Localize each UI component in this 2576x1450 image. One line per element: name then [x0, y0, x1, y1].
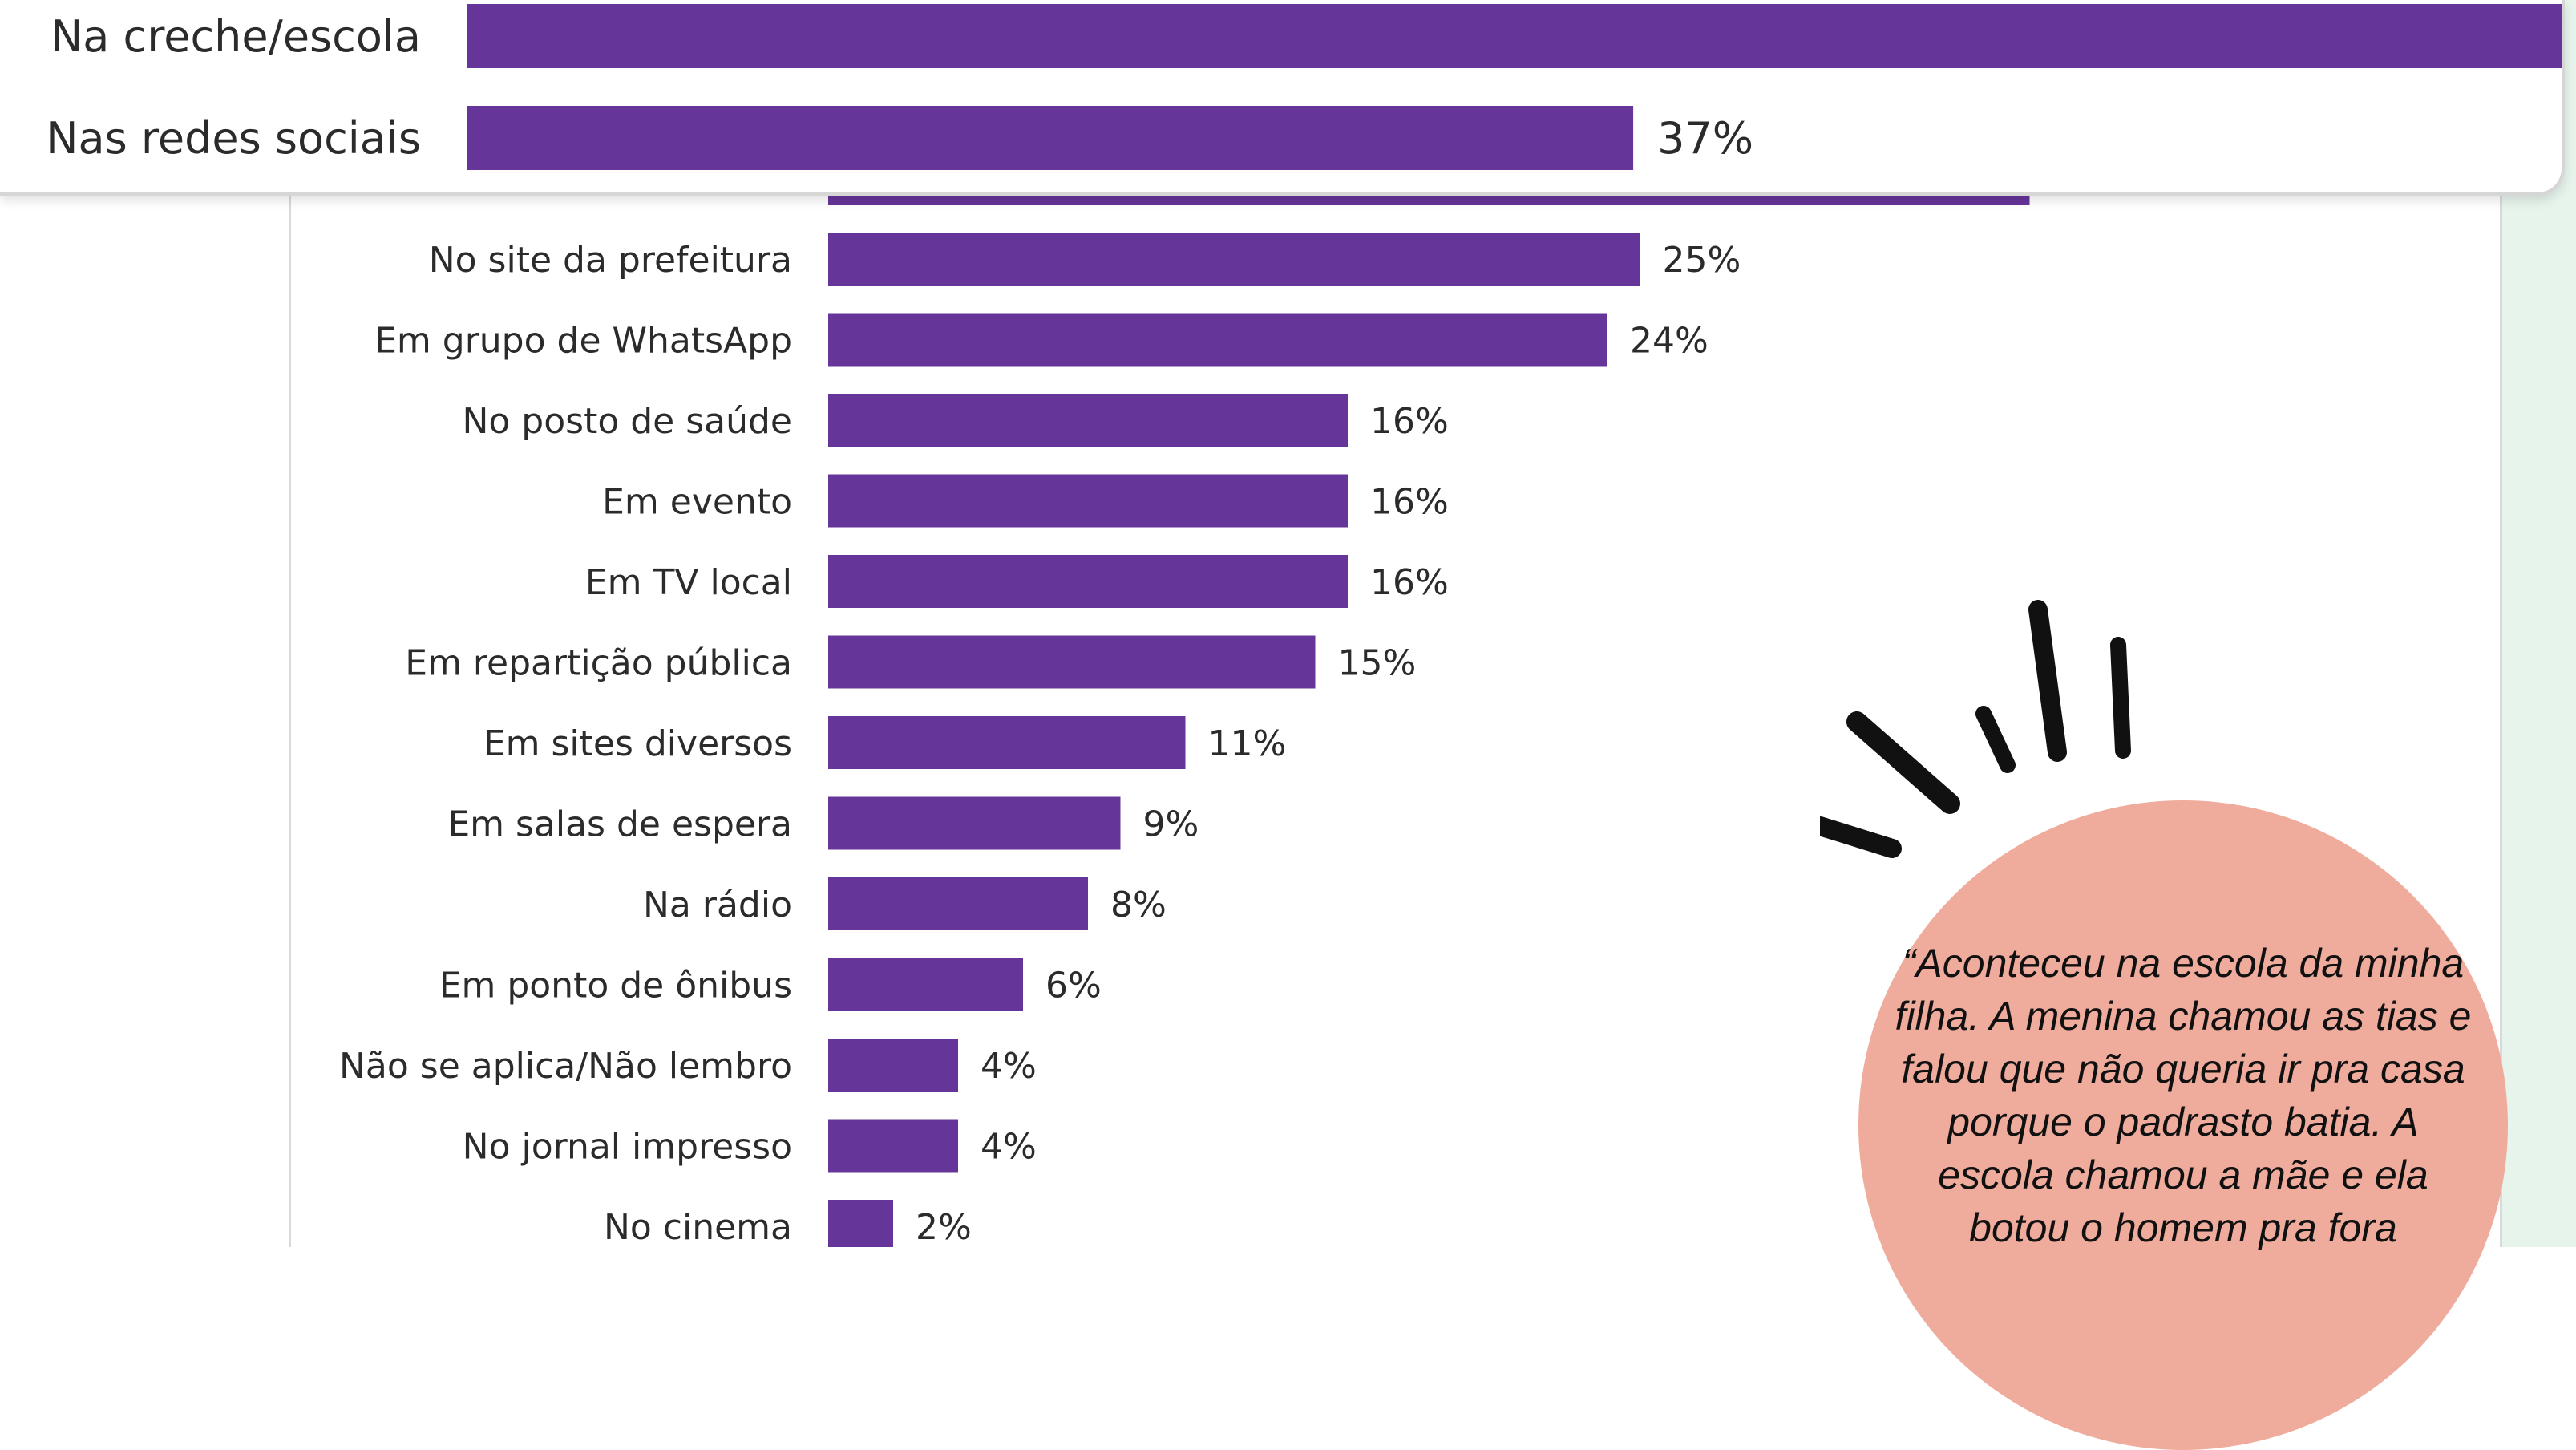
bar-no-posto-de-saude — [828, 394, 1348, 447]
category-label: No jornal impresso — [463, 1127, 792, 1168]
category-label: Em TV local — [585, 562, 792, 603]
bar-em-evento — [828, 474, 1348, 528]
bar-em-grupo-de-whatsapp — [828, 313, 1607, 367]
value-label: 16% — [1370, 482, 1449, 523]
category-label: Em salas de espera — [447, 804, 792, 845]
value-label: 8% — [1110, 885, 1167, 925]
side-color-strip — [2497, 0, 2576, 1247]
category-label: Não se aplica/Não lembro — [339, 1046, 792, 1087]
zoom-value-label: 37% — [1657, 113, 1753, 164]
category-label: Em ponto de ônibus — [439, 966, 792, 1006]
category-label: Em evento — [602, 482, 792, 523]
bar-em-salas-de-espera — [828, 796, 1121, 850]
value-label: 15% — [1338, 643, 1417, 684]
value-label: 16% — [1370, 562, 1449, 603]
value-label: 2% — [916, 1207, 972, 1247]
bar-no-jornal-impresso — [828, 1119, 958, 1173]
category-label: Na rádio — [643, 885, 792, 925]
bar-em-sites-diversos — [828, 716, 1186, 769]
zoom-bar-nas-redes-sociais — [467, 106, 1634, 170]
category-label: Em repartição pública — [405, 643, 792, 684]
category-label: No cinema — [604, 1207, 792, 1247]
value-label: 9% — [1143, 804, 1199, 845]
emphasis-burst-icon — [1820, 600, 2131, 858]
category-label: Em sites diversos — [483, 723, 792, 764]
bar-em-reparticao-publica — [828, 635, 1316, 689]
category-label: No site da prefeitura — [429, 240, 792, 281]
value-label: 25% — [1663, 240, 1741, 281]
bar-no-site-da-prefeitura — [828, 233, 1640, 286]
zoom-category-label: Nas redes sociais — [46, 113, 421, 164]
category-label: No posto de saúde — [462, 401, 792, 442]
value-label: 16% — [1370, 401, 1449, 442]
zoom-category-label: Na creche/escola — [51, 11, 421, 62]
value-label: 6% — [1045, 966, 1102, 1006]
quote-text: “Aconteceu na escola da minha filha. A m… — [1895, 941, 2472, 1250]
bar-na-radio — [828, 877, 1088, 930]
category-label: Em grupo de WhatsApp — [374, 321, 792, 362]
value-label: 11% — [1208, 723, 1287, 764]
bar-em-ponto-de-onibus — [828, 958, 1023, 1011]
bar-em-tv-local — [828, 555, 1348, 608]
value-label: 24% — [1630, 321, 1709, 362]
bar-no-cinema — [828, 1200, 893, 1253]
value-label: 4% — [981, 1046, 1037, 1087]
zoom-bar-na-creche-escola — [467, 4, 2576, 68]
value-label: 4% — [981, 1127, 1037, 1168]
bar-nao-se-aplica-nao-lembro — [828, 1039, 958, 1092]
